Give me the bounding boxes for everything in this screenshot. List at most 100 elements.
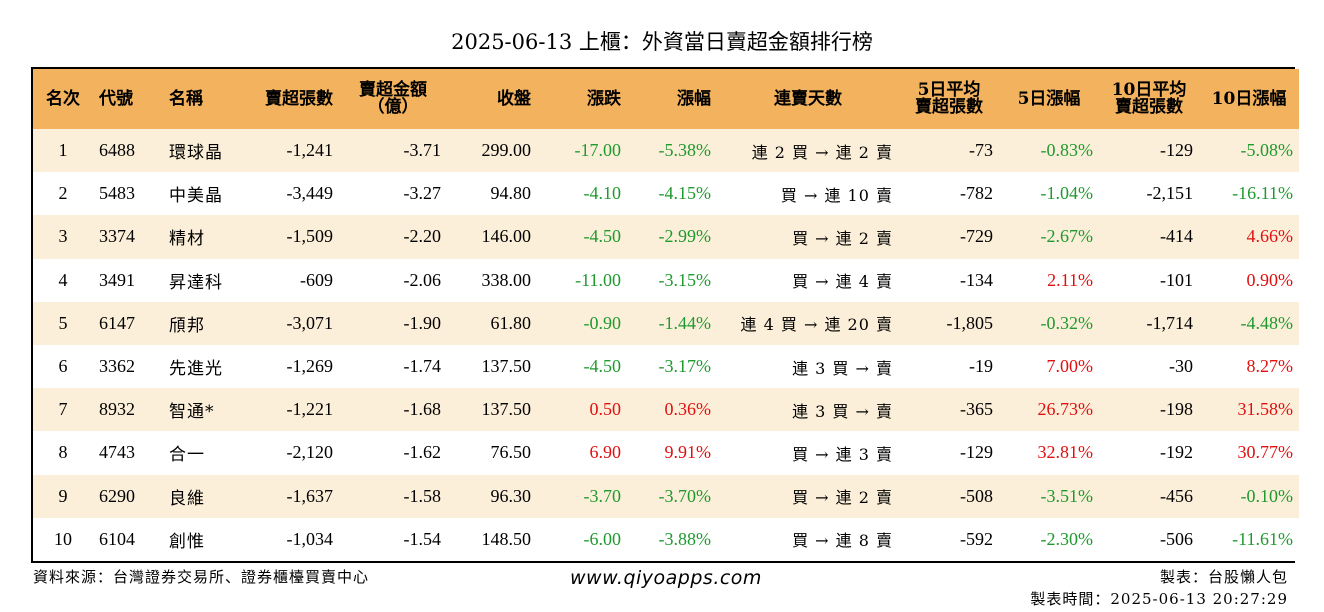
cell-sell-shares: -3,071 (286, 312, 334, 333)
cell-rank: 3 (58, 226, 68, 247)
table-body: 1 6488 環球晶 -1,241 -3.71 299.00 -17.00 -5.38% 連 2… (33, 129, 1299, 561)
cell-name: 精材 (169, 229, 205, 250)
cell-close: 137.50 (481, 356, 532, 377)
cell-pct5: -0.83% (1040, 140, 1094, 161)
cell-avg10: -506 (1160, 528, 1193, 549)
cell-pct5: -1.04% (1040, 183, 1094, 204)
cell-pct10: 31.58% (1237, 399, 1294, 420)
ranking-table: 名次 代號 名稱 賣超張數 賣超金額 （億） 收盤 漲跌 漲幅 連賣天數 5日平… (33, 69, 1299, 561)
cell-rank: 7 (58, 399, 68, 420)
cell-avg10: -192 (1160, 442, 1193, 463)
col-header-streak: 連賣天數 (774, 88, 842, 109)
cell-sell-amount: -2.20 (403, 226, 442, 247)
cell-avg5: -592 (960, 528, 993, 549)
cell-code: 6147 (99, 312, 135, 333)
cell-change: -3.70 (583, 485, 622, 506)
cell-rank: 2 (58, 183, 68, 204)
cell-change: -4.50 (583, 226, 622, 247)
cell-close: 61.80 (490, 312, 532, 333)
cell-pct5: 7.00% (1046, 356, 1094, 377)
col-header-change-pct: 漲幅 (677, 88, 711, 109)
cell-change-pct: -1.44% (658, 312, 712, 333)
cell-avg5: -134 (960, 269, 993, 290)
cell-name: 智通* (169, 402, 215, 423)
cell-avg10: -1,714 (1146, 312, 1194, 333)
col-header-pct10: 10日漲幅 (1211, 88, 1287, 109)
col-header-name: 名稱 (169, 88, 203, 109)
cell-pct5: 26.73% (1037, 399, 1094, 420)
table-row: 5 6147 頎邦 -3,071 -1.90 61.80 -0.90 -1.44% 連 4 買 … (33, 301, 1299, 345)
col-header-avg10: 10日平均 賣超張數 (1111, 80, 1187, 117)
cell-change-pct: -3.88% (658, 528, 712, 549)
cell-pct10: -0.10% (1240, 485, 1294, 506)
cell-change: -6.00 (583, 528, 622, 549)
cell-streak: 買 → 連 2 賣 (792, 228, 893, 248)
cell-change-pct: -4.15% (658, 183, 712, 204)
table-row: 1 6488 環球晶 -1,241 -3.71 299.00 -17.00 -5.38% 連 2… (33, 129, 1299, 173)
cell-sell-amount: -1.74 (403, 356, 442, 377)
cell-rank: 9 (58, 485, 68, 506)
cell-change: 6.90 (589, 442, 622, 463)
cell-streak: 連 3 買 → 賣 (792, 401, 893, 421)
cell-code: 6488 (99, 140, 135, 161)
col-header-close: 收盤 (497, 88, 531, 109)
cell-pct10: -5.08% (1240, 140, 1294, 161)
cell-avg5: -1,805 (946, 312, 994, 333)
cell-sell-amount: -1.54 (403, 528, 442, 549)
cell-pct10: 4.66% (1246, 226, 1294, 247)
cell-rank: 10 (54, 528, 72, 549)
cell-avg5: -782 (960, 183, 993, 204)
cell-close: 137.50 (481, 399, 532, 420)
maker-note: 製表：台股懶人包 (1159, 568, 1288, 586)
cell-close: 96.30 (490, 485, 532, 506)
col-header-change: 漲跌 (587, 88, 621, 109)
cell-sell-amount: -2.06 (403, 269, 442, 290)
cell-streak: 買 → 連 2 賣 (792, 488, 893, 508)
cell-sell-amount: -3.71 (403, 140, 442, 161)
cell-pct10: -16.11% (1232, 183, 1293, 204)
cell-avg10: -456 (1160, 485, 1193, 506)
cell-code: 8932 (99, 399, 135, 420)
cell-code: 3491 (99, 269, 135, 290)
cell-code: 4743 (99, 442, 135, 463)
cell-streak: 連 3 買 → 賣 (792, 358, 893, 378)
cell-sell-amount: -3.27 (403, 183, 442, 204)
cell-avg5: -19 (969, 356, 993, 377)
cell-name: 創惟 (169, 531, 205, 552)
table-row: 8 4743 合一 -2,120 -1.62 76.50 6.90 9.91% 買 → 連 3 … (33, 431, 1299, 475)
cell-streak: 連 4 買 → 連 20 賣 (740, 315, 893, 335)
cell-change: -4.10 (583, 183, 622, 204)
cell-avg10: -101 (1160, 269, 1193, 290)
cell-avg5: -508 (960, 485, 993, 506)
cell-close: 148.50 (481, 528, 532, 549)
table-row: 6 3362 先進光 -1,269 -1.74 137.50 -4.50 -3.17% 連 3 … (33, 344, 1299, 389)
cell-streak: 買 → 連 10 賣 (780, 185, 893, 205)
website-link[interactable]: www.qiyoapps.com (570, 567, 762, 589)
cell-code: 6104 (99, 528, 135, 549)
cell-avg5: -365 (960, 399, 993, 420)
cell-code: 3362 (99, 356, 135, 377)
cell-name: 中美晶 (169, 186, 223, 207)
cell-sell-shares: -2,120 (286, 442, 334, 463)
table-header-row: 名次 代號 名稱 賣超張數 賣超金額 （億） 收盤 漲跌 漲幅 連賣天數 5日平… (33, 69, 1299, 129)
cell-avg5: -129 (960, 442, 993, 463)
cell-name: 昇達科 (169, 272, 223, 293)
cell-pct10: -11.61% (1232, 528, 1293, 549)
cell-name: 環球晶 (169, 143, 223, 164)
cell-avg10: -129 (1160, 140, 1193, 161)
cell-name: 合一 (169, 445, 205, 466)
cell-pct5: -0.32% (1040, 312, 1094, 333)
cell-close: 338.00 (481, 269, 532, 290)
cell-sell-shares: -1,637 (286, 485, 334, 506)
cell-sell-shares: -1,509 (286, 226, 334, 247)
cell-close: 299.00 (481, 140, 532, 161)
data-source-note: 資料來源：台灣證券交易所、證券櫃檯買賣中心 (33, 568, 370, 586)
cell-sell-shares: -1,241 (286, 140, 334, 161)
col-header-rank: 名次 (46, 88, 80, 109)
cell-rank: 5 (58, 312, 68, 333)
cell-rank: 6 (58, 356, 68, 377)
cell-pct10: -4.48% (1240, 312, 1294, 333)
cell-rank: 1 (58, 140, 68, 161)
cell-change: -17.00 (574, 140, 622, 161)
cell-streak: 買 → 連 3 賣 (792, 444, 893, 464)
